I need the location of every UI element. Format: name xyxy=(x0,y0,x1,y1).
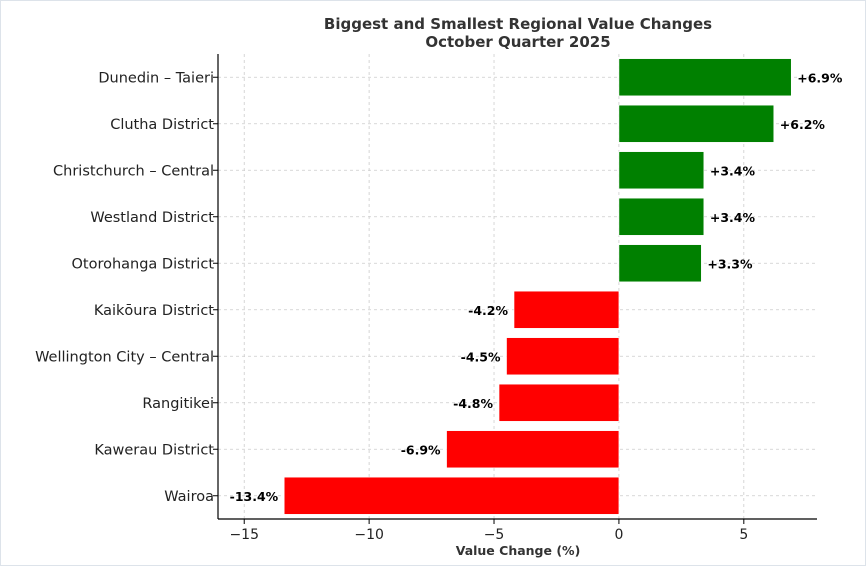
data-label: +3.4% xyxy=(710,163,756,178)
x-axis-label: Value Change (%) xyxy=(456,543,581,558)
bar xyxy=(618,244,702,283)
bar xyxy=(498,383,620,422)
data-label: -4.2% xyxy=(468,303,508,318)
y-tick-label: Christchurch – Central xyxy=(53,163,214,179)
bars xyxy=(283,58,792,515)
bar xyxy=(283,476,620,515)
y-tick-label: Westland District xyxy=(90,210,214,226)
data-label: -6.9% xyxy=(401,442,441,457)
data-label: -13.4% xyxy=(230,489,279,504)
bar xyxy=(446,430,620,469)
bar xyxy=(618,58,792,97)
y-tick-label: Kawerau District xyxy=(94,442,214,458)
x-tick-label: −10 xyxy=(354,527,384,543)
bar xyxy=(513,290,620,329)
bar xyxy=(618,104,775,143)
y-tick-label: Dunedin – Taieri xyxy=(98,70,214,86)
y-axis: Dunedin – Taieri Clutha District Christchu… xyxy=(35,54,219,519)
x-tick-label: −15 xyxy=(229,527,259,543)
y-tick-label: Kaikōura District xyxy=(94,303,214,319)
y-tick-label: Clutha District xyxy=(110,117,214,133)
data-label: +6.2% xyxy=(780,117,826,132)
bar xyxy=(618,151,705,190)
y-tick-label: Rangitikei xyxy=(142,396,214,412)
chart-title: Biggest and Smallest Regional Value Chan… xyxy=(324,15,712,33)
data-label: +3.4% xyxy=(710,210,756,225)
data-labels: +6.9% +6.2% +3.4% +3.4% +3.3% -4.2% -4.5% -4.8%… xyxy=(230,70,843,504)
x-tick-label: 0 xyxy=(614,527,623,543)
chart-subtitle: October Quarter 2025 xyxy=(425,33,610,51)
x-axis: −15 −10 −5 0 5 xyxy=(218,518,817,543)
x-tick-label: 5 xyxy=(739,527,748,543)
bar xyxy=(618,197,705,236)
x-tick-label: −5 xyxy=(484,527,505,543)
data-label: +3.3% xyxy=(707,256,753,271)
y-tick-label: Wellington City – Central xyxy=(35,349,214,365)
data-label: -4.8% xyxy=(453,396,493,411)
data-label: -4.5% xyxy=(461,349,501,364)
bar xyxy=(506,337,620,376)
data-label: +6.9% xyxy=(797,70,843,85)
y-tick-label: Otorohanga District xyxy=(71,256,214,272)
y-tick-label: Wairoa xyxy=(164,489,214,505)
